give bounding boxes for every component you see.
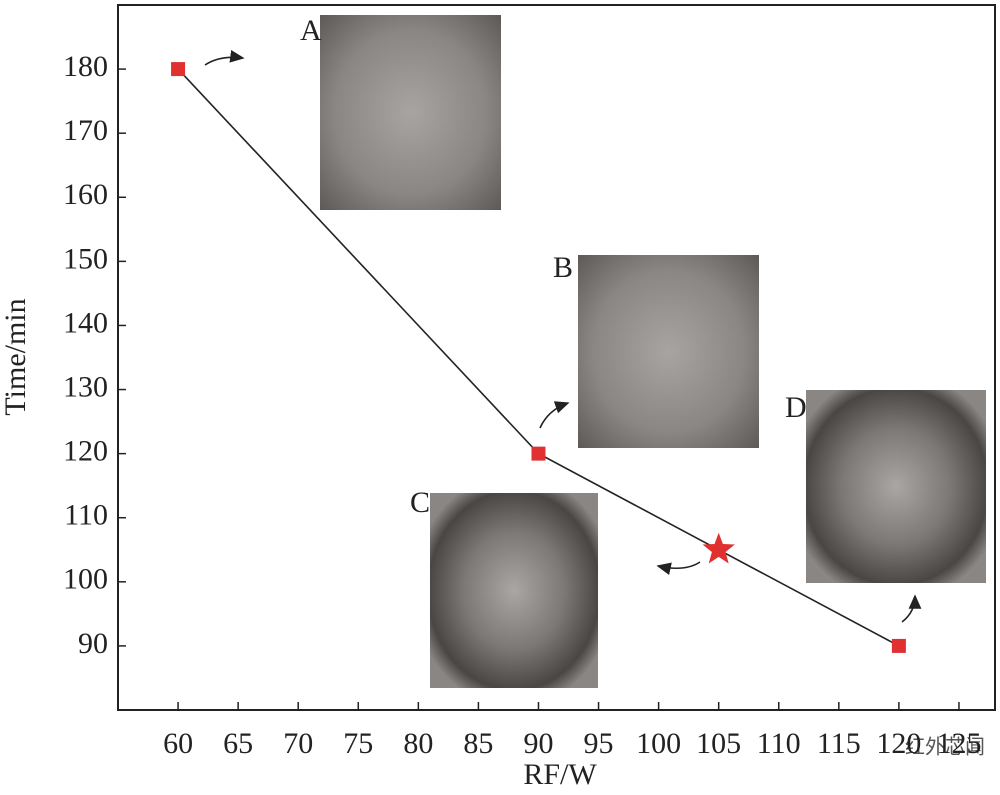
y-axis-label: Time/min <box>0 298 32 415</box>
x-tick-label: 90 <box>523 727 553 760</box>
arrow <box>539 401 570 429</box>
x-tick-label: 105 <box>696 727 741 760</box>
insets <box>204 15 986 688</box>
square-marker <box>891 638 906 653</box>
inset-image <box>430 493 598 688</box>
square-marker <box>531 446 546 461</box>
line <box>177 68 900 647</box>
x-tick-label: 70 <box>283 727 313 760</box>
annotation: A <box>300 14 322 47</box>
x-tick-label: 80 <box>403 727 433 760</box>
inset-image <box>578 255 759 448</box>
x-tick-label: 95 <box>584 727 614 760</box>
y-tick-label: 160 <box>63 178 108 211</box>
x-tick-label: 100 <box>636 727 681 760</box>
x-tick-label: 125 <box>936 727 981 760</box>
inset-image <box>806 390 986 583</box>
y-tick-label: 170 <box>63 114 108 147</box>
x-tick-label: 120 <box>876 727 921 760</box>
y-tick-label: 90 <box>78 627 108 660</box>
arrow <box>204 50 245 66</box>
arrow <box>901 594 922 623</box>
y-tick-label: 120 <box>63 435 108 468</box>
y-tick-label: 150 <box>63 242 108 275</box>
y-tick-label: 180 <box>63 50 108 83</box>
x-tick-label: 65 <box>223 727 253 760</box>
x-tick-label: 115 <box>817 727 861 760</box>
y-tick-label: 140 <box>63 306 108 339</box>
x-tick-label: 85 <box>463 727 493 760</box>
y-tick-label: 100 <box>63 563 108 596</box>
inset-image <box>320 15 501 210</box>
annotation: B <box>553 251 573 284</box>
x-tick-label: 110 <box>757 727 801 760</box>
x-tick-label: 60 <box>163 727 193 760</box>
y-tick-label: 110 <box>64 499 108 532</box>
plot-frame <box>117 4 996 711</box>
square-marker <box>171 62 186 77</box>
x-tick-label: 75 <box>343 727 373 760</box>
y-tick-label: 130 <box>63 370 108 403</box>
watermark: 红外芯闻 <box>905 735 985 759</box>
annotation: D <box>785 391 807 424</box>
x-axis-label: RF/W <box>523 758 597 791</box>
arrow <box>656 561 701 576</box>
star-marker <box>702 532 735 564</box>
annotation: C <box>410 486 430 519</box>
